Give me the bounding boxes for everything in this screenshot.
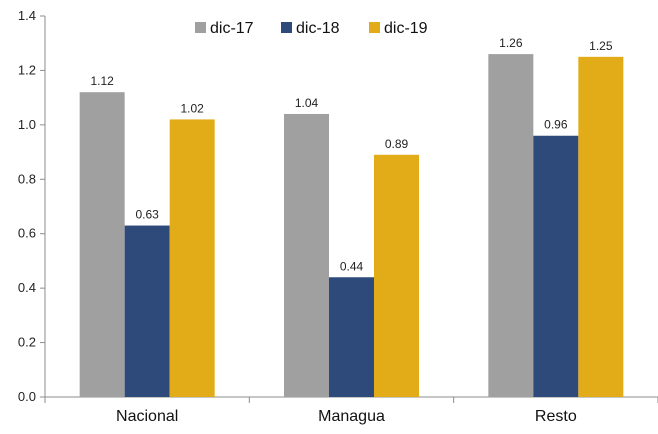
x-tick-label: Nacional [116,408,178,425]
legend: dic-17 dic-18 dic-19 [195,20,428,37]
y-tick-label: 0.0 [18,389,36,404]
data-label: 0.44 [340,259,364,273]
legend-swatch-dic-19 [369,22,380,33]
data-label: 0.89 [385,137,409,151]
y-tick-label: 1.2 [18,62,36,77]
bar-dic-19-managua [374,154,419,397]
legend-label: dic-17 [210,20,254,37]
bar-dic-19-resto [578,56,624,397]
legend-swatch-dic-18 [281,22,292,33]
data-label: 0.63 [135,208,159,222]
bar-dic-19-nacional [169,119,215,398]
data-label: 1.26 [499,36,523,50]
bar-dic-18-managua [329,277,374,397]
bars [79,54,624,398]
legend-label: dic-18 [296,20,340,37]
x-tick-label: Resto [535,408,577,425]
legend-swatch-dic-17 [195,22,206,33]
data-label: 1.25 [589,39,613,53]
bar-dic-17-resto [488,54,534,397]
data-label: 1.12 [90,74,114,88]
legend-label: dic-19 [384,20,428,37]
bar-dic-17-managua [284,113,329,397]
y-tick-label: 0.6 [18,226,36,241]
data-labels: 1.12 0.63 1.02 1.04 0.44 0.89 1.26 0.96 1.25 [90,36,612,273]
data-label: 0.96 [544,118,568,132]
y-tick-label: 1.0 [18,117,36,132]
y-tick-label: 0.8 [18,171,36,186]
data-label: 1.02 [180,101,204,115]
axes: 0.0 0.2 0.4 0.6 0.8 1.0 1.2 1.4 Nacional Managua R… [18,8,658,425]
data-label: 1.04 [295,96,319,110]
x-tick-label: Managua [318,408,385,425]
y-tick-label: 0.2 [18,335,36,350]
bar-dic-18-resto [533,135,579,397]
y-tick-label: 0.4 [18,280,36,295]
bar-dic-17-nacional [79,92,125,397]
y-tick-label: 1.4 [18,8,36,23]
bar-dic-18-nacional [124,225,170,397]
